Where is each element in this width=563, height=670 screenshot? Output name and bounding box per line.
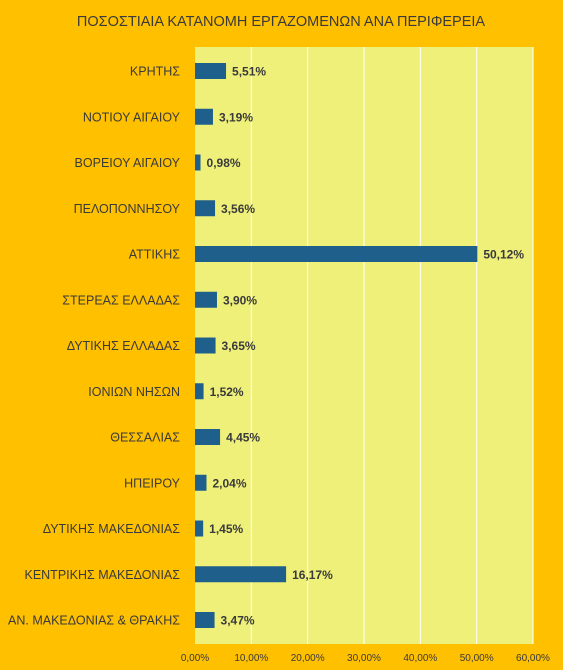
x-tick-labels: 0,00% 10,00% 20,00% 30,00% 40,00% 50,00% 60,00…	[181, 653, 550, 664]
bar	[195, 383, 204, 400]
bar	[195, 520, 204, 537]
data-label: 3,56%	[221, 202, 255, 216]
x-tick-label: 10,00%	[234, 653, 268, 664]
x-tick-label: 20,00%	[291, 653, 325, 664]
data-label: 1,52%	[210, 385, 244, 399]
chart-title: ΠΟΣΟΣΤΙΑΙΑ ΚΑΤΑΝΟΜΗ ΕΡΓΑΖΟΜΕΝΩΝ ΑΝΑ ΠΕΡΙ…	[77, 14, 486, 30]
gridlines	[250, 47, 534, 644]
category-label: ΠΕΛΟΠΟΝΝΗΣΟΥ	[74, 202, 181, 216]
bar	[195, 429, 221, 445]
data-label: 0,98%	[207, 156, 241, 170]
category-label: ΝΟΤΙΟΥ ΑΙΓΑΙΟΥ	[83, 110, 181, 124]
bar	[195, 200, 216, 217]
category-label: ΑΝ. ΜΑΚΕΔΟΝΙΑΣ & ΘΡΑΚΗΣ	[8, 614, 180, 628]
data-labels: 5,51% 3,19% 0,98% 3,56% 50,12% 3,90% 3,65% 1,52…	[207, 65, 525, 628]
x-tick-label: 50,00%	[460, 653, 494, 664]
data-label: 2,04%	[212, 476, 246, 490]
bar	[195, 337, 216, 354]
category-label: ΒΟΡΕΙΟΥ ΑΙΓΑΙΟΥ	[75, 156, 181, 170]
category-labels: ΚΡΗΤΗΣ ΝΟΤΙΟΥ ΑΙΓΑΙΟΥ ΒΟΡΕΙΟΥ ΑΙΓΑΙΟΥ ΠΕΛΟΠ…	[8, 65, 181, 628]
x-tick-label: 60,00%	[516, 653, 550, 664]
category-label: ΑΤΤΙΚΗΣ	[129, 248, 181, 262]
category-label: ΗΠΕΙΡΟΥ	[124, 476, 181, 490]
data-label: 16,17%	[292, 568, 333, 582]
data-label: 4,45%	[226, 431, 260, 445]
category-label: ΚΕΝΤΡΙΚΗΣ ΜΑΚΕΔΟΝΙΑΣ	[24, 568, 180, 582]
bar	[195, 108, 213, 125]
data-label: 3,90%	[223, 293, 257, 307]
data-label: 5,51%	[232, 65, 266, 79]
data-label: 50,12%	[483, 248, 524, 262]
bar	[195, 63, 227, 79]
bars	[195, 63, 478, 628]
category-label: ΣΤΕΡΕΑΣ ΕΛΛΑΔΑΣ	[62, 293, 180, 307]
data-label: 3,65%	[222, 339, 256, 353]
category-label: ΘΕΣΣΑΛΙΑΣ	[110, 431, 180, 445]
bar	[195, 474, 207, 491]
data-label: 3,19%	[219, 110, 253, 124]
bar	[195, 291, 217, 308]
category-label: ΔΥΤΙΚΗΣ ΜΑΚΕΔΟΝΙΑΣ	[43, 522, 181, 536]
bar	[195, 566, 287, 583]
category-label: ΔΥΤΙΚΗΣ ΕΛΛΑΔΑΣ	[67, 339, 180, 353]
bar	[195, 154, 201, 171]
x-tick-label: 40,00%	[403, 653, 437, 664]
data-label: 3,47%	[221, 614, 255, 628]
bar	[195, 246, 478, 262]
category-label: ΚΡΗΤΗΣ	[130, 65, 180, 79]
category-label: ΙΟΝΙΩΝ ΝΗΣΩΝ	[88, 385, 180, 399]
bar	[195, 612, 215, 628]
data-label: 1,45%	[209, 522, 243, 536]
x-tick-label: 30,00%	[347, 653, 381, 664]
x-tick-label: 0,00%	[181, 653, 209, 664]
